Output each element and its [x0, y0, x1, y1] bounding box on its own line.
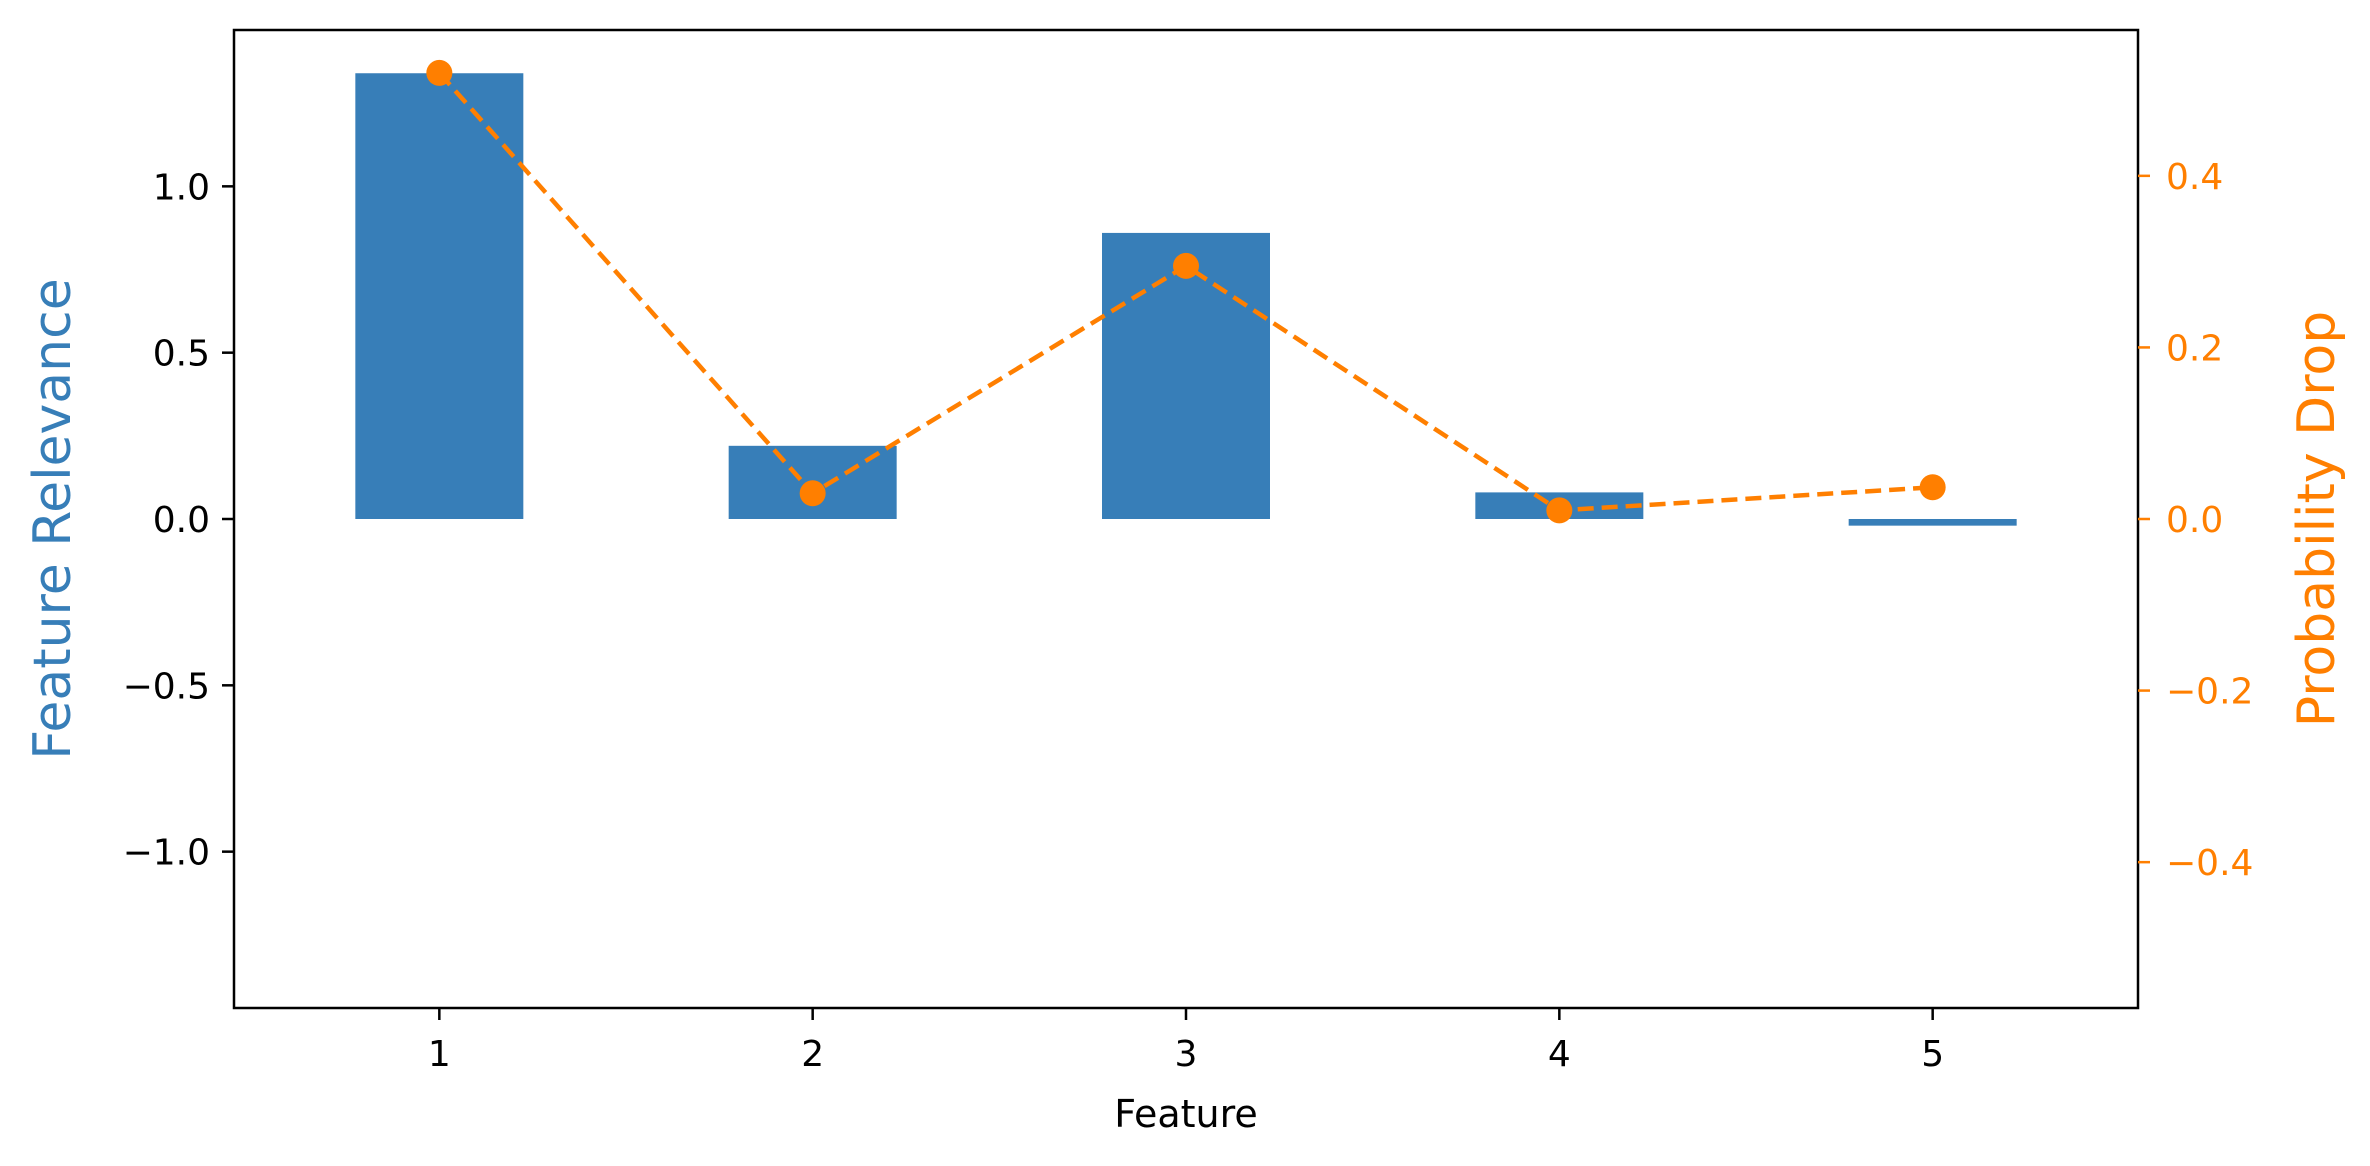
- line-layer: [426, 59, 1946, 524]
- y-tick-label: −1.0: [123, 833, 210, 874]
- point-feature-5: [1919, 474, 1946, 501]
- bars-layer: [355, 73, 2017, 526]
- right-y-axis-ticks: −0.4 −0.2 0.0 0.2 0.4: [2138, 157, 2253, 884]
- point-feature-3: [1173, 252, 1199, 279]
- x-tick-label: 3: [1175, 1034, 1198, 1075]
- y2-tick-label: −0.4: [2166, 843, 2253, 884]
- y-axis-label: Feature Relevance: [23, 278, 83, 759]
- point-feature-4: [1546, 497, 1573, 524]
- point-feature-2: [799, 480, 826, 507]
- point-feature-1: [426, 59, 453, 86]
- x-tick-label: 4: [1548, 1034, 1571, 1075]
- x-axis-label: Feature: [1114, 1092, 1258, 1136]
- y2-tick-label: 0.4: [2166, 157, 2223, 198]
- bar-feature-3: [1102, 232, 1270, 519]
- y-tick-label: −0.5: [123, 666, 210, 707]
- x-tick-label: 2: [801, 1034, 824, 1075]
- y2-tick-label: −0.2: [2166, 672, 2253, 713]
- bar-feature-1: [355, 73, 524, 519]
- y2-tick-label: 0.2: [2166, 328, 2223, 369]
- y-tick-label: 0.0: [153, 500, 210, 541]
- x-tick-label: 5: [1921, 1034, 1944, 1075]
- y2-axis-label: Probability Drop: [2287, 311, 2347, 728]
- y2-tick-label: 0.0: [2166, 500, 2223, 541]
- x-axis-ticks: 1 2 3 4 5: [428, 1008, 1944, 1075]
- y-tick-label: 1.0: [153, 167, 210, 208]
- left-y-axis-ticks: −1.0 −0.5 0.0 0.5 1.0: [123, 167, 234, 874]
- x-tick-label: 1: [428, 1034, 451, 1075]
- bar-feature-5: [1848, 519, 2017, 526]
- y-tick-label: 0.5: [153, 334, 210, 375]
